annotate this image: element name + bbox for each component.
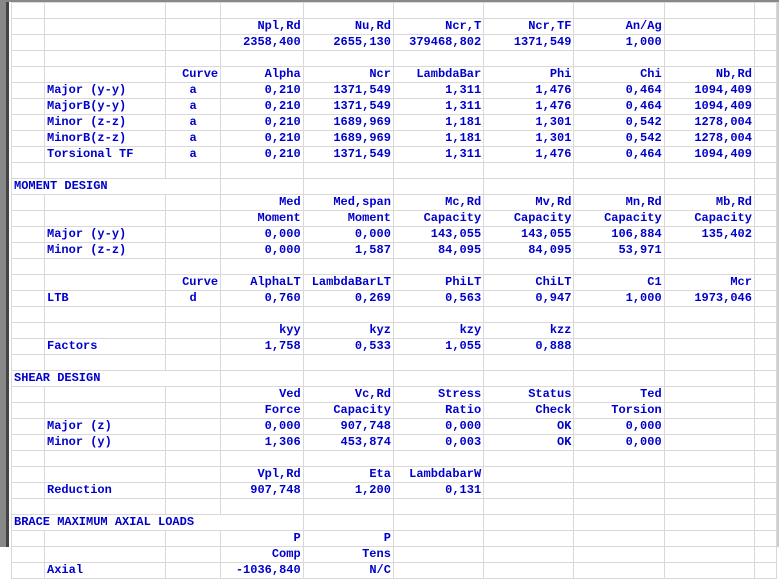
hdr-phi: Phi xyxy=(484,67,574,83)
hdr-kyz: kyz xyxy=(303,323,393,339)
hdr-p-tens: P xyxy=(303,531,393,547)
report-table: Npl,Rd Nu,Rd Ncr,T Ncr,TF An/Ag 2358,400… xyxy=(11,2,777,579)
val-nu-rd: 2655,130 xyxy=(303,35,393,51)
hdr-med: Med xyxy=(221,195,304,211)
section-shear-design: SHEAR DESIGN xyxy=(12,371,221,387)
hdr-lambdabar-w: LambdabarW xyxy=(393,467,483,483)
hdr-ncr: Ncr xyxy=(303,67,393,83)
hdr-vpl-rd: Vpl,Rd xyxy=(221,467,304,483)
hdr-phi-lt: PhiLT xyxy=(393,275,483,291)
hdr-ncr-tf: Ncr,TF xyxy=(484,19,574,35)
val-npl-rd: 2358,400 xyxy=(221,35,304,51)
row-reduction: Reduction xyxy=(45,483,166,499)
hdr-chi: Chi xyxy=(574,67,664,83)
hdr-vc-rd: Vc,Rd xyxy=(303,387,393,403)
hdr-mcr: Mcr xyxy=(664,275,754,291)
hdr-ted: Ted xyxy=(574,387,664,403)
hdr-ncr-t: Ncr,T xyxy=(393,19,483,35)
hdr-kzy: kzy xyxy=(393,323,483,339)
hdr-nb-rd: Nb,Rd xyxy=(664,67,754,83)
hdr-c1: C1 xyxy=(574,275,664,291)
hdr-curve: Curve xyxy=(166,67,221,83)
hdr-npl-rd: Npl,Rd xyxy=(221,19,304,35)
row-minorb-zz: MinorB(z-z) xyxy=(45,131,166,147)
hdr-ved: Ved xyxy=(221,387,304,403)
hdr-alpha-lt: AlphaLT xyxy=(221,275,304,291)
row-axial: Axial xyxy=(45,563,166,579)
hdr-alpha: Alpha xyxy=(221,67,304,83)
hdr-an-ag: An/Ag xyxy=(574,19,664,35)
row-shear-minor: Minor (y) xyxy=(45,435,166,451)
hdr-med-span: Med,span xyxy=(303,195,393,211)
hdr-nu-rd: Nu,Rd xyxy=(303,19,393,35)
report-scroll-area[interactable]: Npl,Rd Nu,Rd Ncr,T Ncr,TF An/Ag 2358,400… xyxy=(6,2,779,547)
row-torsional-tf: Torsional TF xyxy=(45,147,166,163)
hdr-mv-rd: Mv,Rd xyxy=(484,195,574,211)
val-an-ag: 1,000 xyxy=(574,35,664,51)
hdr-status: Status xyxy=(484,387,574,403)
row-major-yy: Major (y-y) xyxy=(45,83,166,99)
val-ncr-t: 379468,802 xyxy=(393,35,483,51)
row-shear-major: Major (z) xyxy=(45,419,166,435)
row-factors: Factors xyxy=(45,339,166,355)
hdr-lambdabar-lt: LambdaBarLT xyxy=(303,275,393,291)
hdr-p-comp: P xyxy=(221,531,304,547)
section-moment-design: MOMENT DESIGN xyxy=(12,179,221,195)
hdr-chi-lt: ChiLT xyxy=(484,275,574,291)
row-ltb: LTB xyxy=(45,291,166,307)
section-brace-loads: BRACE MAXIMUM AXIAL LOADS xyxy=(12,515,304,531)
app-window: Npl,Rd Nu,Rd Ncr,T Ncr,TF An/Ag 2358,400… xyxy=(0,0,779,547)
row-moment-major: Major (y-y) xyxy=(45,227,166,243)
hdr-mc-rd: Mc,Rd xyxy=(393,195,483,211)
hdr-eta: Eta xyxy=(303,467,393,483)
val-ncr-tf: 1371,549 xyxy=(484,35,574,51)
hdr-mn-rd: Mn,Rd xyxy=(574,195,664,211)
hdr-kzz: kzz xyxy=(484,323,574,339)
hdr-lambdabar: LambdaBar xyxy=(393,67,483,83)
hdr-curve-ltb: Curve xyxy=(166,275,221,291)
row-moment-minor: Minor (z-z) xyxy=(45,243,166,259)
hdr-kyy: kyy xyxy=(221,323,304,339)
row-minor-zz: Minor (z-z) xyxy=(45,115,166,131)
row-majorb-yy: MajorB(y-y) xyxy=(45,99,166,115)
hdr-stress: Stress xyxy=(393,387,483,403)
hdr-mb-rd: Mb,Rd xyxy=(664,195,754,211)
